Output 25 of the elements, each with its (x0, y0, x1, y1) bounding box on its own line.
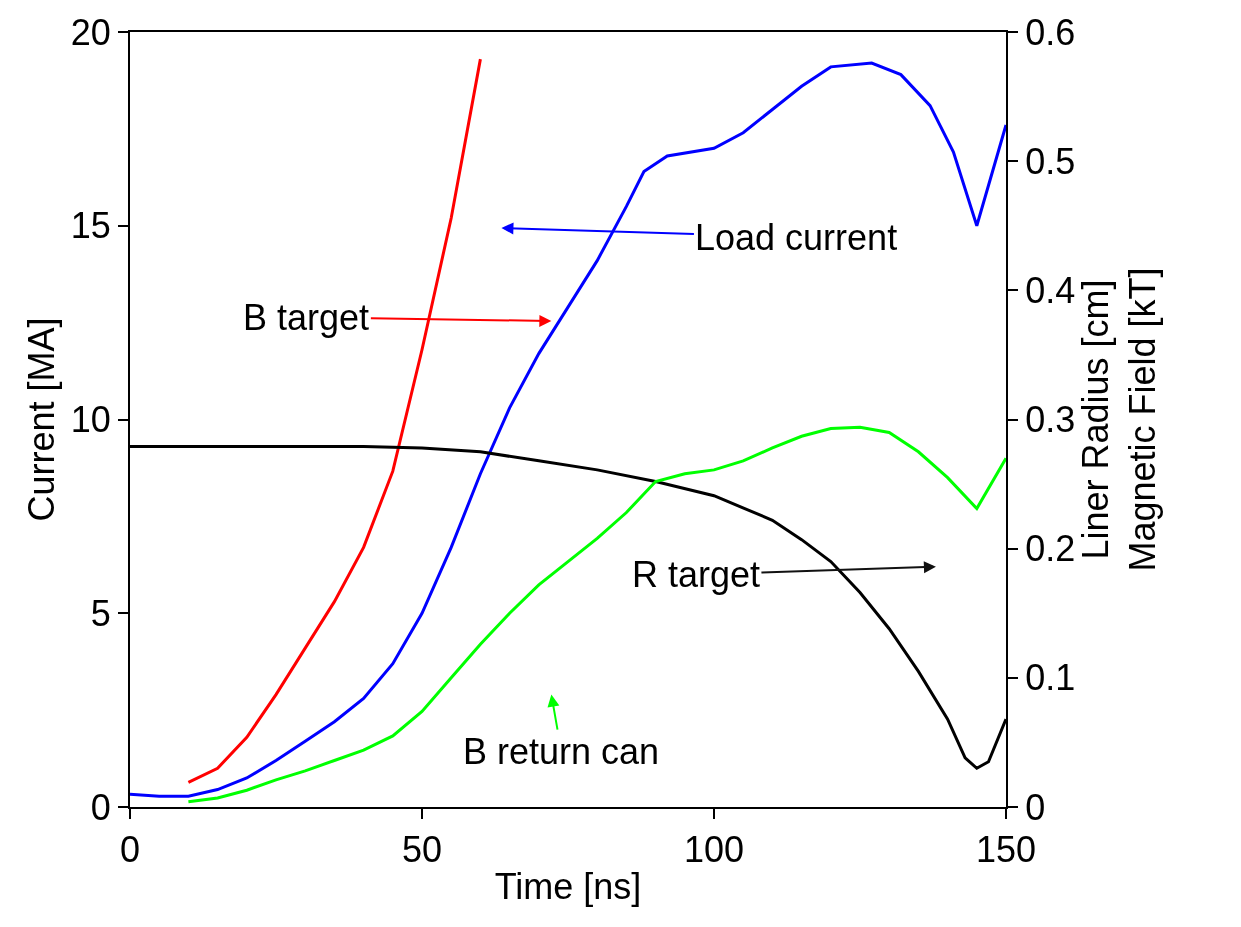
line-series (130, 61, 1006, 798)
annotation: R target (632, 554, 761, 595)
annotation: B return can (463, 731, 660, 772)
x-tick-label: 150 (975, 829, 1037, 871)
y2-tick-label: 0.2 (1025, 528, 1076, 570)
line-series (186, 425, 1006, 804)
y-axis-title: Current [MA] (21, 317, 63, 522)
y-tick-label: 5 (90, 592, 111, 634)
y-tick-label: 10 (70, 399, 111, 441)
y2-tick-label: 0.6 (1025, 11, 1076, 53)
y2-tick-label: 0 (1025, 786, 1046, 828)
y-tick-label: 20 (70, 11, 111, 53)
y2-tick-label: 0.4 (1025, 269, 1076, 311)
x-tick-label: 0 (119, 829, 141, 871)
x-tick-label: 50 (401, 829, 443, 871)
annotation: B target (243, 297, 370, 338)
y-tick-label: 15 (70, 205, 111, 247)
y2-axis-title: Liner Radius [cm] Magnetic Field [kT] (1075, 267, 1164, 572)
annotation: Load current (695, 217, 898, 258)
y2-tick-label: 0.5 (1025, 140, 1076, 182)
x-tick-label: 100 (683, 829, 745, 871)
x-axis-title: Time [ns] (494, 866, 642, 908)
y2-tick-label: 0.1 (1025, 657, 1076, 699)
y2-tick-label: 0.3 (1025, 399, 1076, 441)
y-tick-label: 0 (90, 786, 111, 828)
